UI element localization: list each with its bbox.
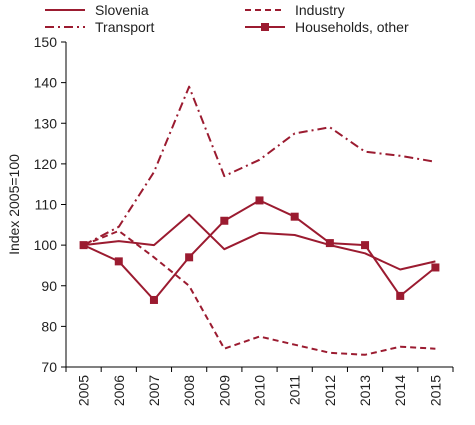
y-tick-label: 110 <box>35 197 58 213</box>
y-tick-label: 120 <box>34 156 58 172</box>
data-point-households-other <box>185 253 194 262</box>
legend-item-industry: Industry <box>245 2 345 18</box>
x-tick-label: 2007 <box>146 375 162 406</box>
x-tick-label: 2005 <box>76 375 92 406</box>
series-line-households-other <box>83 199 437 301</box>
x-tick-label: 2012 <box>322 375 338 406</box>
y-tick-label: 100 <box>34 237 58 253</box>
y-tick-label: 80 <box>41 318 57 334</box>
y-axis-ticks: 70 80 90 100 110 120 130 140 150 <box>34 34 66 375</box>
series-transport <box>83 85 436 246</box>
data-point-households-other <box>79 241 88 250</box>
y-tick-label: 90 <box>41 278 57 294</box>
data-point-households-other <box>361 241 370 250</box>
y-tick-label: 150 <box>34 34 58 50</box>
y-tick-label: 140 <box>34 75 58 91</box>
legend-item-transport: Transport <box>45 19 155 35</box>
x-tick-label: 2008 <box>181 375 197 406</box>
y-tick-label: 130 <box>34 115 58 131</box>
data-point-households-other <box>114 257 123 266</box>
series-households-other <box>79 196 440 304</box>
legend-label-industry: Industry <box>295 2 345 18</box>
legend-label-transport: Transport <box>95 19 155 35</box>
data-point-households-other <box>220 216 229 225</box>
data-point-households-other <box>325 239 334 248</box>
x-tick-label: 2010 <box>252 375 268 406</box>
series-industry <box>83 229 436 356</box>
y-axis-title: Index 2005=100 <box>6 154 22 255</box>
x-tick-label: 2014 <box>392 375 408 406</box>
series-line-industry <box>83 229 436 356</box>
x-tick-label: 2006 <box>111 375 127 406</box>
series-slovenia <box>83 213 436 271</box>
x-tick-label: 2015 <box>427 375 443 406</box>
legend: Slovenia Industry Transport Households, oth… <box>45 2 409 35</box>
legend-label-households-other: Households, other <box>295 19 409 35</box>
legend-marker-households-other <box>261 23 269 31</box>
legend-label-slovenia: Slovenia <box>95 2 149 18</box>
legend-item-households-other: Households, other <box>245 19 409 35</box>
data-point-households-other <box>149 295 158 304</box>
legend-item-slovenia: Slovenia <box>45 2 149 18</box>
x-tick-label: 2009 <box>216 375 232 406</box>
x-axis-ticks: 2005 2006 2007 2008 2009 2010 2011 2012 2013 2014… <box>65 367 454 406</box>
data-point-households-other <box>396 291 405 300</box>
x-tick-label: 2011 <box>287 375 303 405</box>
data-point-households-other <box>431 263 440 272</box>
series-line-transport <box>83 85 436 246</box>
x-tick-label: 2013 <box>357 375 373 406</box>
y-tick-label: 70 <box>41 359 57 375</box>
series-line-slovenia <box>83 213 436 271</box>
data-point-households-other <box>290 212 299 221</box>
data-point-households-other <box>255 196 264 205</box>
series-layer <box>79 85 440 356</box>
